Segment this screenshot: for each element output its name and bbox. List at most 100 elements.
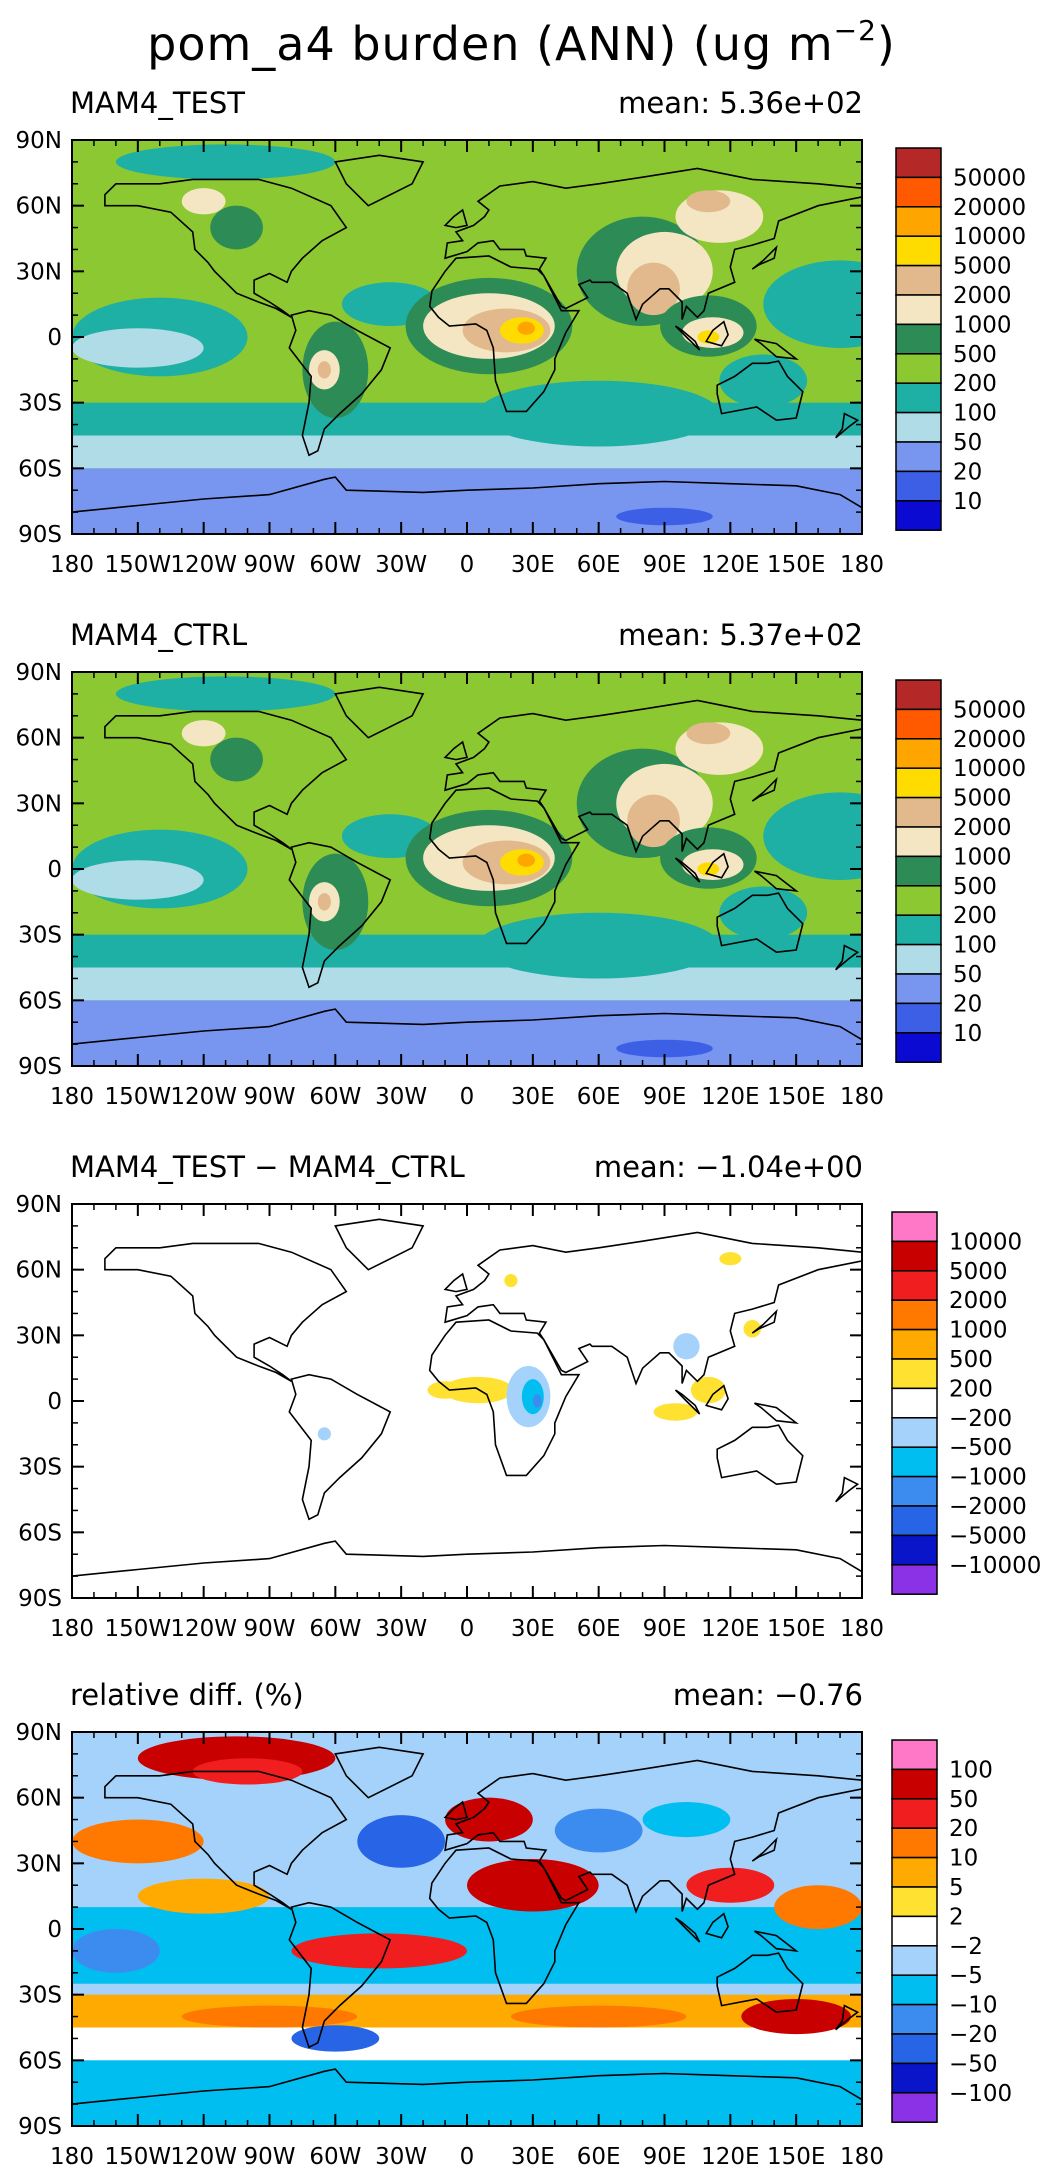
contour-region (210, 737, 263, 782)
lon-label: 180 (50, 1616, 94, 1642)
contour-region (72, 435, 862, 469)
colorbar-label: 5000 (953, 254, 1012, 280)
colorbar-swatch (891, 1387, 938, 1419)
coastline-antarctica (72, 476, 862, 513)
colorbar-swatch (891, 1945, 938, 1976)
lon-label: 90W (243, 2144, 295, 2170)
coastline (288, 1901, 392, 2049)
colorbar-swatch (891, 1564, 938, 1595)
lon-label: 30E (511, 2144, 555, 2170)
coastline (704, 1912, 729, 1939)
colorbar-swatch (891, 1270, 938, 1301)
colorbar-label: 5000 (949, 1259, 1008, 1285)
contour-region (72, 1819, 204, 1864)
coastline (751, 776, 778, 802)
contour-region (686, 190, 731, 213)
colorbar-label: 200 (953, 903, 997, 929)
lon-label: 120E (701, 2144, 759, 2170)
lat-label: 30N (16, 259, 62, 285)
contour-region (115, 676, 336, 712)
contour-region (477, 912, 720, 979)
contour-region (510, 2005, 687, 2028)
coastline (444, 699, 862, 854)
lon-label: 60E (577, 1616, 621, 1642)
lon-label: 60E (577, 1084, 621, 1110)
lon-label: 90E (643, 1616, 687, 1642)
lat-label: 60S (18, 456, 62, 482)
colorbar-label: 20 (953, 991, 982, 1017)
lat-label: 90S (18, 522, 62, 548)
contour-region (532, 1394, 542, 1408)
colorbar-swatch (895, 441, 942, 473)
contour-region (317, 893, 331, 911)
coastline (835, 412, 860, 439)
coastline (428, 1847, 581, 2005)
coastline (674, 857, 701, 883)
colorbar-swatch (895, 382, 942, 414)
coastline (288, 841, 392, 989)
panel-mean: mean: −1.04e+00 (593, 1150, 863, 1184)
contour-region (690, 1376, 726, 1404)
colorbar-swatch (891, 1475, 938, 1507)
colorbar-label: 2000 (953, 815, 1012, 841)
lat-label: 30N (16, 1851, 62, 1877)
colorbar-swatch (895, 767, 942, 799)
colorbar-label: 20000 (953, 727, 1026, 753)
panel-mam4-ctrl: MAM4_CTRL mean: 5.37e+02 90N 60N 30N 0 30S 60… (0, 612, 1043, 1122)
colorbar-swatch (891, 1768, 938, 1800)
lat-label: 90N (16, 1192, 62, 1218)
lon-label: 150E (767, 552, 825, 578)
coastline (104, 1770, 348, 1910)
contour-region (673, 1333, 700, 1360)
contour-region (627, 794, 680, 848)
lon-label: 30W (375, 1616, 427, 1642)
panel-mean: mean: 5.37e+02 (618, 618, 863, 652)
lat-label: 30S (18, 1455, 62, 1481)
lat-label: 30S (18, 923, 62, 949)
map-field (72, 140, 862, 534)
contour-region (72, 328, 204, 368)
contour-region (521, 1379, 544, 1415)
lon-label: 60W (309, 2144, 361, 2170)
lon-label: 120W (170, 1084, 237, 1110)
coastline (428, 1319, 581, 1477)
contour-region (763, 792, 862, 880)
colorbar-swatch (895, 855, 942, 887)
lon-label: 150W (105, 552, 172, 578)
coastline (444, 1759, 862, 1914)
colorbar-swatch (895, 411, 942, 443)
colorbar-label: 10 (949, 1846, 978, 1872)
colorbar-swatch (891, 2003, 938, 2035)
colorbar-label: 2 (949, 1904, 964, 1930)
lat-label: 90N (16, 660, 62, 686)
colorbar-swatch (895, 235, 942, 267)
contour-region (72, 1994, 862, 2028)
lon-label: 150W (105, 1616, 172, 1642)
colorbar-label: 10 (953, 489, 982, 515)
lon-label: 30W (375, 2144, 427, 2170)
lon-label: 90E (643, 552, 687, 578)
colorbar-swatch (891, 1417, 938, 1448)
lat-label: 0 (47, 1917, 62, 1943)
colorbar-swatch (891, 1915, 938, 1947)
colorbar-swatch (891, 2033, 938, 2065)
colorbar-swatch (891, 1358, 938, 1390)
colorbar-label: 500 (953, 342, 997, 368)
lon-label: 60E (577, 552, 621, 578)
map-plot: 90N 60N 30N 0 30S 60S 90S 180 150W 120W 90W 60W 30W 0… (16, 1720, 1013, 2170)
colorbar-swatch (895, 206, 942, 237)
coastline (751, 1836, 778, 1862)
contour-region (774, 1885, 862, 1929)
lon-label: 180 (840, 1084, 884, 1110)
lat-label: 60N (16, 1258, 62, 1284)
lon-label: 30E (511, 1616, 555, 1642)
coastline (835, 1476, 860, 1503)
lat-label: 30S (18, 1983, 62, 2009)
contour-region (317, 361, 331, 379)
contour-region (719, 1252, 742, 1266)
contour-region (210, 205, 263, 250)
coastline (716, 1952, 804, 2014)
contour-region (72, 2027, 862, 2061)
colorbar-label: 500 (949, 1347, 993, 1373)
lon-label: 150E (767, 1084, 825, 1110)
